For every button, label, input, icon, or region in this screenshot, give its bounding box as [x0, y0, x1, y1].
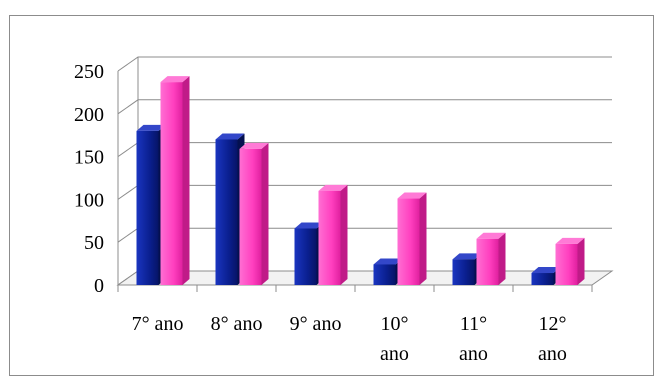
bar	[239, 148, 262, 285]
x-tick-label: 12°	[539, 313, 567, 335]
x-tick-label: ano	[380, 343, 409, 365]
bar-top	[397, 192, 427, 199]
bar-top	[215, 133, 245, 140]
bar-side	[577, 237, 585, 285]
y-tick-label: 150	[74, 147, 104, 169]
bar	[136, 130, 159, 285]
gridline	[117, 99, 612, 115]
x-tick-label: ano	[459, 343, 488, 365]
x-tick-label: 11°	[460, 313, 487, 335]
bar-top	[452, 253, 482, 260]
bar-top	[476, 232, 506, 239]
plot-area: 0 50 100 150 200 250 7° ano 8° ano 9° ano 10° ano 1…	[74, 56, 614, 365]
bar-top	[160, 76, 190, 83]
y-tick-label: 0	[94, 275, 104, 297]
bar	[373, 264, 396, 285]
bar	[160, 82, 183, 286]
y-tick-label: 250	[74, 61, 104, 83]
bar	[555, 243, 578, 285]
y-tick-label: 50	[84, 232, 104, 254]
x-tick-label: 10°	[381, 313, 409, 335]
bar	[476, 238, 499, 285]
y-tick-label: 200	[74, 104, 104, 126]
bar	[215, 139, 238, 285]
bar-side	[261, 142, 269, 285]
bar	[531, 273, 554, 285]
bar-side	[340, 184, 348, 285]
bar	[294, 228, 317, 285]
bar-top	[239, 142, 269, 149]
bar	[397, 198, 420, 285]
x-tick-label: 8° ano	[211, 313, 263, 335]
bar-top	[318, 184, 348, 191]
bar	[318, 190, 341, 285]
bar-top	[136, 124, 166, 131]
bar-top	[555, 237, 585, 244]
x-tick-label: 7° ano	[132, 313, 184, 335]
gridline	[117, 56, 612, 72]
x-tick-label: 9° ano	[290, 313, 342, 335]
bar-side	[182, 76, 190, 286]
bar-top	[531, 267, 561, 274]
bar-top	[294, 222, 324, 229]
bar-side	[498, 232, 506, 285]
x-tick-label: ano	[538, 343, 567, 365]
bar	[452, 259, 475, 285]
bar-side	[419, 192, 427, 285]
bar-top	[373, 258, 403, 265]
y-tick-label: 100	[74, 189, 104, 211]
